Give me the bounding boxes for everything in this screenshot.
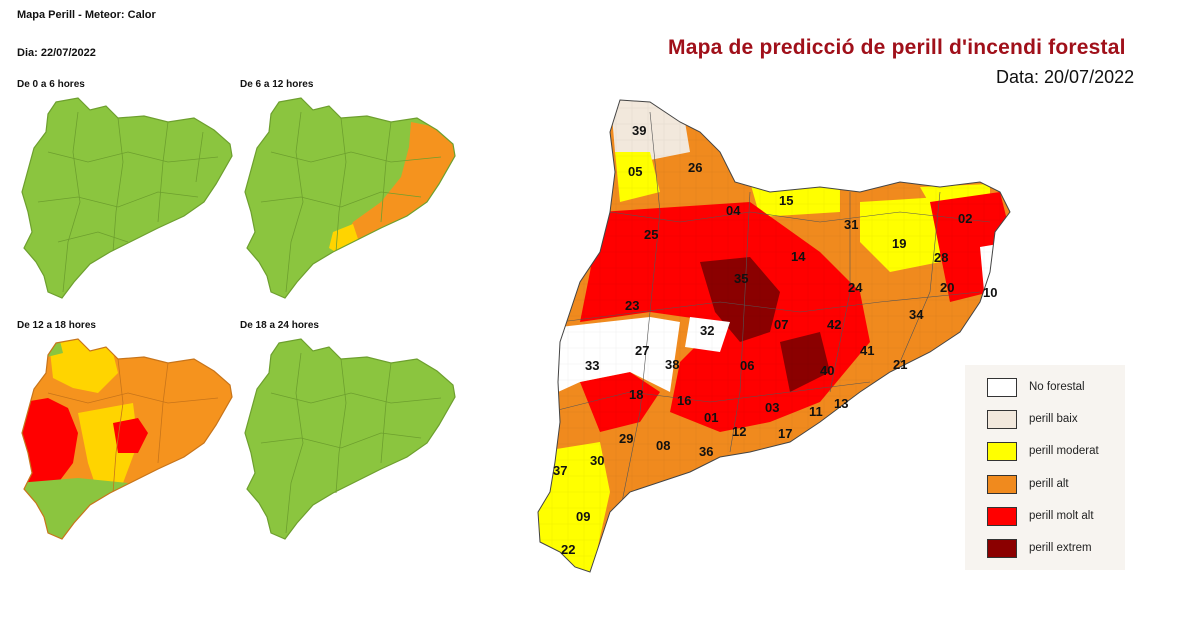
legend-item-perill-alt: perill alt [987,474,1069,494]
region-number: 31 [844,217,858,232]
region-number: 09 [576,509,590,524]
mini-map-12-18 [21,338,233,540]
fire-risk-map: 39 26 05 04 15 25 31 02 19 14 28 35 24 2… [537,99,1011,573]
region-number: 01 [704,410,718,425]
legend-item-perill-baix: perill baix [987,409,1078,429]
legend-item-perill-extrem: perill extrem [987,538,1092,558]
fire-map-title: Mapa de predicció de perill d'incendi fo… [668,36,1126,59]
panel-label-18-24: De 18 a 24 hores [240,320,319,331]
region-number: 41 [860,343,874,358]
region-number: 11 [809,404,823,419]
region-number: 28 [934,250,948,265]
panel-label-12-18: De 12 a 18 hores [17,320,96,331]
region-number: 18 [629,387,643,402]
region-number: 07 [774,317,788,332]
mini-map-6-12 [244,97,456,299]
region-number: 15 [779,193,793,208]
region-number: 42 [827,317,841,332]
region-number: 19 [892,236,906,251]
region-number: 20 [940,280,954,295]
fire-map-date: Data: 20/07/2022 [996,67,1135,87]
panel-label-6-12: De 6 a 12 hores [240,79,314,90]
region-number: 05 [628,164,642,179]
left-map-title: Mapa Perill - Meteor: Calor [17,9,156,21]
legend-swatch [987,506,1017,526]
legend-swatch [987,538,1017,558]
panel-label-0-6: De 0 a 6 hores [17,79,85,90]
region-number: 13 [834,396,848,411]
region-number: 22 [561,542,575,557]
legend-swatch [987,474,1017,494]
region-number: 32 [700,323,714,338]
legend-label: perill baix [1029,413,1078,425]
region-number: 36 [699,444,713,459]
legend-label: perill molt alt [1029,510,1094,522]
left-map-date: Dia: 22/07/2022 [17,47,96,59]
region-number: 03 [765,400,779,415]
legend-swatch [987,377,1017,397]
mini-map-18-24 [244,338,456,540]
region-number: 35 [734,271,748,286]
legend-label: perill alt [1029,478,1069,490]
legend-swatch [987,409,1017,429]
legend-swatch [987,441,1017,461]
legend: No forestal perill baix perill moderat p… [965,365,1125,570]
region-number: 06 [740,358,754,373]
region-number: 33 [585,358,599,373]
region-number: 27 [635,343,649,358]
region-number: 02 [958,211,972,226]
legend-item-no-forestal: No forestal [987,377,1085,397]
region-number: 25 [644,227,658,242]
region-number: 04 [726,203,741,218]
region-number: 17 [778,426,792,441]
region-number: 40 [820,363,834,378]
legend-label: perill moderat [1029,445,1099,457]
legend-label: No forestal [1029,381,1085,393]
region-number: 38 [665,357,679,372]
region-number: 08 [656,438,670,453]
region-number: 16 [677,393,691,408]
region-number: 12 [732,424,746,439]
region-number: 10 [983,285,997,300]
region-number: 39 [632,123,646,138]
region-number: 21 [893,357,907,372]
legend-item-perill-moderat: perill moderat [987,441,1099,461]
region-number: 34 [909,307,924,322]
region-number: 23 [625,298,639,313]
mini-map-0-6 [21,97,233,299]
region-number: 29 [619,431,633,446]
region-number: 24 [848,280,863,295]
legend-label: perill extrem [1029,542,1092,554]
region-number: 14 [791,249,806,264]
region-number: 26 [688,160,702,175]
legend-item-perill-molt-alt: perill molt alt [987,506,1094,526]
region-number: 37 [553,463,567,478]
region-number: 30 [590,453,604,468]
